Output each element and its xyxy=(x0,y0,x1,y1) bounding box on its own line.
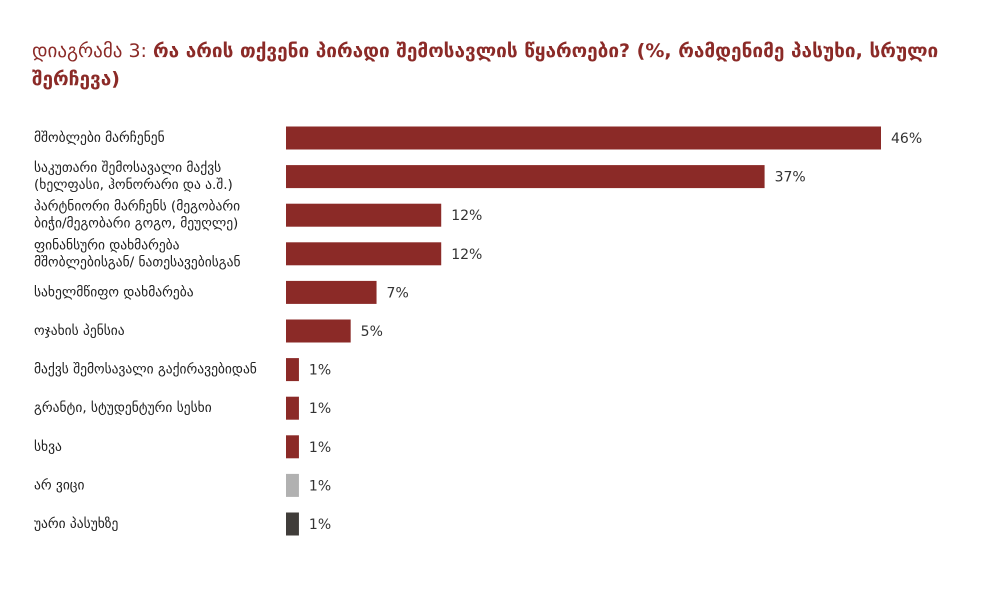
value-label: 7% xyxy=(387,285,409,301)
chart-title-prefix: დიაგრამა 3: xyxy=(32,40,153,62)
bar xyxy=(286,165,765,189)
chart-title: დიაგრამა 3: რა არის თქვენი პირადი შემოსა… xyxy=(32,37,972,93)
category-label-line: ფინანსური დახმარება xyxy=(34,236,180,253)
category-label-line: მშობლები მარჩენენ xyxy=(34,129,165,146)
value-label: 1% xyxy=(309,363,331,379)
category-label: არ ვიცი xyxy=(34,476,85,493)
category-label: საკუთარი შემოსავალი მაქვს (ხელფასი, ჰონორ… xyxy=(34,159,233,193)
category-label: ფინანსური დახმარება მშობლებისგან/ ნათესავ… xyxy=(34,236,241,270)
category-label: ოჯახის პენსია xyxy=(34,323,125,339)
category-label-line: ოჯახის პენსია xyxy=(34,323,125,339)
category-label: უარი პასუხზე xyxy=(34,515,119,532)
bar xyxy=(286,280,377,304)
value-label: 1% xyxy=(309,401,331,417)
bar xyxy=(286,396,299,420)
category-label-line: უარი პასუხზე xyxy=(34,515,119,532)
value-label: 12% xyxy=(451,247,482,263)
category-label: გრანტი, სტუდენტური სესხი xyxy=(34,399,212,416)
category-label-line: ბიჭი/მეგობარი გოგო, მეუღლე) xyxy=(34,215,238,232)
category-label-line: პარტნიორი მარჩენს (მეგობარი xyxy=(34,198,240,215)
category-label: პარტნიორი მარჩენს (მეგობარი ბიჭი/მეგობარი… xyxy=(34,198,240,232)
bar xyxy=(286,435,299,459)
category-label-line: სხვა xyxy=(34,439,62,455)
value-label: 5% xyxy=(361,324,383,340)
category-label-line: საკუთარი შემოსავალი მაქვს xyxy=(34,159,221,176)
category-label-line: მაქვს შემოსავალი გაქირავებიდან xyxy=(34,361,257,378)
bar xyxy=(286,242,442,266)
bar xyxy=(286,126,881,150)
category-label-line: (ხელფასი, ჰონორარი და ა.შ.) xyxy=(34,176,233,193)
value-label: 46% xyxy=(891,131,922,147)
value-label: 12% xyxy=(451,208,482,224)
category-label: მაქვს შემოსავალი გაქირავებიდან xyxy=(34,361,257,378)
category-label-line: სახელმწიფო დახმარება xyxy=(34,283,194,300)
value-label: 1% xyxy=(309,440,331,456)
bar xyxy=(286,203,442,227)
category-label: სახელმწიფო დახმარება xyxy=(34,283,194,300)
value-label: 37% xyxy=(775,170,806,186)
bar xyxy=(286,319,351,343)
value-label: 1% xyxy=(309,478,331,494)
category-label: სხვა xyxy=(34,439,62,455)
category-label: მშობლები მარჩენენ xyxy=(34,129,165,146)
chart-title-main: რა არის თქვენი პირადი შემოსავლის წყაროებ… xyxy=(32,40,939,90)
bar xyxy=(286,512,299,536)
category-label-line: გრანტი, სტუდენტური სესხი xyxy=(34,399,212,416)
bar xyxy=(286,473,299,497)
category-label-line: მშობლებისგან/ ნათესავებისგან xyxy=(34,254,241,270)
value-label: 1% xyxy=(309,517,331,533)
category-label-line: არ ვიცი xyxy=(34,476,85,493)
bar xyxy=(286,358,299,382)
